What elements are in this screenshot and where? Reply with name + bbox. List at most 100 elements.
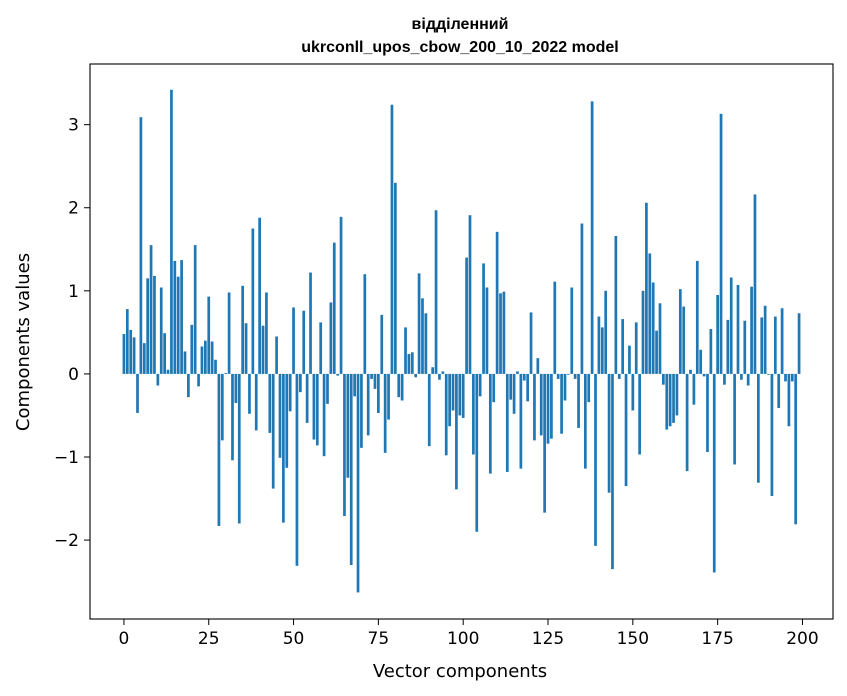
bar <box>315 373 319 446</box>
bar <box>522 373 526 381</box>
bar <box>139 117 143 374</box>
bar <box>536 358 540 374</box>
bar <box>193 245 197 374</box>
bar <box>278 373 282 458</box>
bar <box>353 373 356 397</box>
bar <box>539 373 543 436</box>
bar <box>641 290 645 374</box>
bar <box>723 373 726 385</box>
bar <box>638 373 641 455</box>
bar <box>556 373 560 379</box>
bar <box>685 373 689 472</box>
bar <box>550 373 553 439</box>
bar <box>319 322 323 374</box>
bar <box>567 373 570 375</box>
bar <box>475 373 479 532</box>
bar <box>607 373 611 493</box>
bar <box>689 369 692 374</box>
bar <box>285 373 289 468</box>
bar <box>383 373 387 453</box>
x-tick-label: 150 <box>617 629 649 649</box>
bar <box>187 373 190 398</box>
bar <box>726 319 730 374</box>
bar <box>380 314 384 374</box>
bar <box>672 373 675 423</box>
bar <box>583 373 587 469</box>
y-tick-label: 0 <box>68 365 79 385</box>
y-tick-label: −1 <box>54 448 79 468</box>
bar <box>332 242 336 374</box>
chart-title-line-1: відділенний <box>412 16 509 33</box>
bar <box>180 260 183 374</box>
y-tick-label: 1 <box>68 282 79 302</box>
bar <box>458 373 462 416</box>
bar <box>312 373 316 440</box>
bar <box>292 307 295 374</box>
x-axis-label: Vector components <box>373 661 547 682</box>
x-tick-label: 0 <box>119 629 130 649</box>
bar <box>210 341 214 374</box>
bar <box>173 260 177 374</box>
bar <box>587 373 591 403</box>
bar <box>695 260 699 374</box>
bar <box>614 235 618 374</box>
bar <box>560 373 563 434</box>
bar <box>743 320 747 374</box>
bar <box>295 373 299 566</box>
bar <box>163 333 166 374</box>
bar <box>740 373 743 380</box>
bar <box>214 359 217 374</box>
x-tick-label: 200 <box>786 629 818 649</box>
bar <box>197 373 200 387</box>
bar <box>441 371 445 374</box>
bar <box>729 277 733 374</box>
bar <box>207 296 211 374</box>
bar <box>427 373 431 447</box>
x-tick-label: 100 <box>447 629 479 649</box>
bar <box>719 113 723 374</box>
bar <box>387 373 390 420</box>
bar <box>488 373 492 474</box>
bar <box>505 373 509 472</box>
bar <box>360 373 363 448</box>
bar <box>424 313 428 374</box>
bar <box>770 373 774 497</box>
bar <box>763 305 767 374</box>
bar <box>502 291 506 374</box>
bar <box>309 272 312 374</box>
bar <box>668 373 672 427</box>
bar <box>268 373 272 433</box>
bar <box>757 373 760 483</box>
bar <box>733 373 736 465</box>
bar <box>339 216 343 374</box>
bar <box>628 345 631 374</box>
bar <box>773 316 777 374</box>
bar <box>329 302 333 374</box>
bar <box>692 373 696 405</box>
bar <box>404 327 407 374</box>
bar <box>153 275 156 374</box>
bar <box>570 287 574 374</box>
bar <box>156 373 160 386</box>
bar <box>509 373 513 400</box>
bar <box>149 245 153 374</box>
bar <box>231 373 234 461</box>
y-axis-label: Components values <box>13 253 34 431</box>
y-tick-label: −2 <box>54 531 79 551</box>
bar <box>220 373 224 441</box>
bar <box>611 373 614 570</box>
bar <box>356 373 360 593</box>
bar <box>597 316 601 374</box>
bar <box>125 309 129 374</box>
bar <box>699 349 703 374</box>
bar <box>366 373 370 436</box>
bar <box>750 286 753 374</box>
bar <box>421 298 424 374</box>
bar <box>662 373 665 385</box>
bar <box>407 353 411 374</box>
bar <box>254 373 258 431</box>
bar <box>648 253 652 374</box>
bar <box>787 373 791 427</box>
bar <box>516 371 519 374</box>
